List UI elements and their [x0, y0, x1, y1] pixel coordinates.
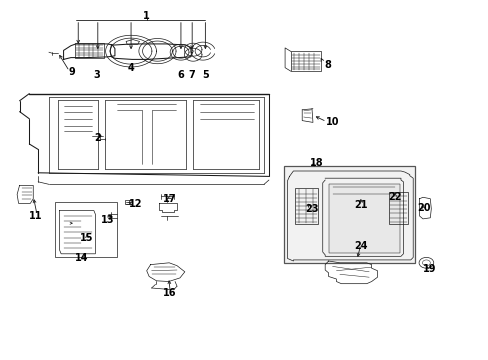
- Bar: [290, 51, 321, 71]
- Text: 19: 19: [422, 264, 435, 274]
- Text: 17: 17: [163, 194, 177, 204]
- Bar: [328, 184, 399, 253]
- Bar: [283, 166, 414, 263]
- Text: 4: 4: [127, 63, 134, 73]
- Text: 16: 16: [163, 288, 177, 298]
- Bar: [294, 188, 318, 224]
- Text: 15: 15: [80, 233, 94, 243]
- Text: 10: 10: [325, 117, 339, 127]
- Text: 7: 7: [188, 69, 195, 80]
- Text: 11: 11: [28, 211, 42, 221]
- Text: 5: 5: [202, 69, 208, 80]
- Text: 2: 2: [94, 132, 101, 143]
- Text: 1: 1: [143, 11, 150, 21]
- Text: 12: 12: [129, 199, 142, 210]
- Text: 23: 23: [305, 204, 318, 214]
- Bar: [55, 202, 117, 257]
- Text: 21: 21: [353, 200, 367, 210]
- Text: 3: 3: [93, 70, 100, 80]
- Bar: [388, 192, 407, 224]
- Text: 6: 6: [177, 69, 184, 80]
- Text: 18: 18: [309, 158, 323, 168]
- Text: 24: 24: [353, 240, 367, 251]
- Text: 22: 22: [387, 192, 401, 202]
- Text: 14: 14: [75, 253, 89, 264]
- Text: 13: 13: [101, 215, 114, 225]
- Bar: [75, 43, 104, 58]
- Text: 8: 8: [324, 60, 330, 70]
- Bar: [283, 166, 414, 263]
- Bar: [124, 200, 131, 204]
- Text: 9: 9: [69, 67, 76, 77]
- Text: 20: 20: [417, 203, 430, 213]
